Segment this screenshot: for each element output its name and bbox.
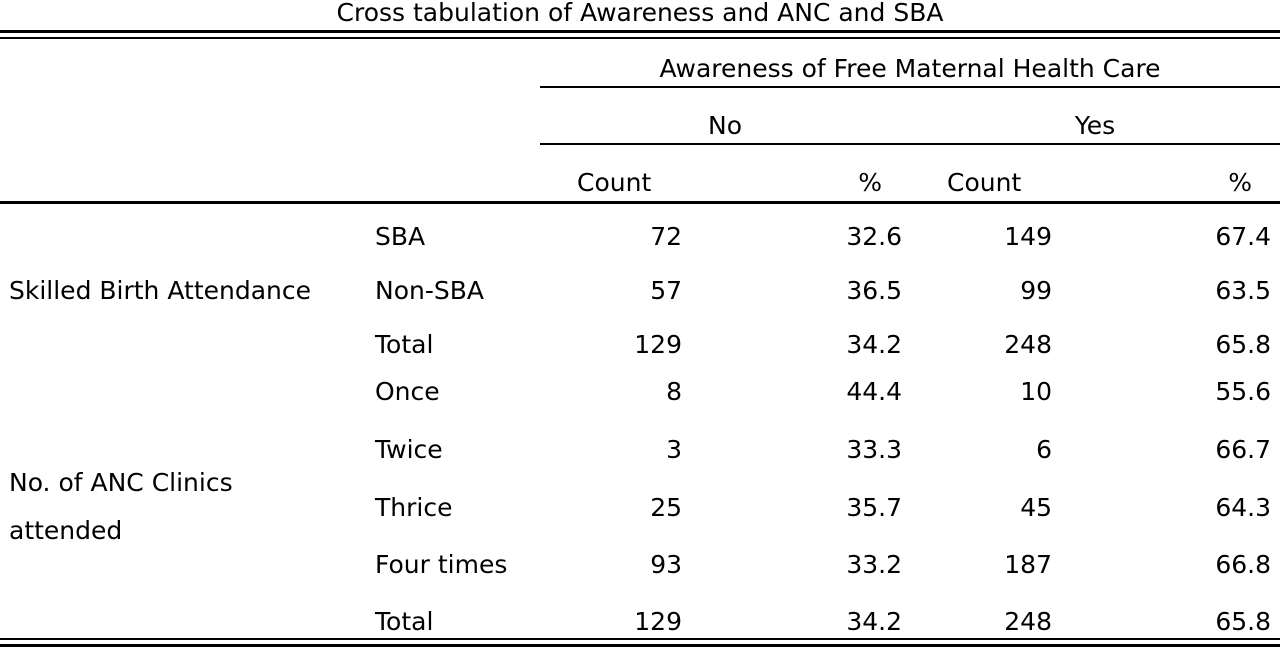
- cell-no-count: 3: [666, 435, 682, 464]
- cell-yes-count: 248: [1004, 607, 1052, 636]
- row-label: Total: [375, 330, 434, 359]
- cell-yes-count: 187: [1004, 550, 1052, 579]
- top-rule-thin: [0, 37, 1280, 39]
- bottom-rule-thick: [0, 644, 1280, 647]
- section-label-anc-line1: No. of ANC Clinics: [9, 468, 233, 497]
- col-header-no-count: Count: [577, 168, 652, 197]
- cell-yes-pct: 66.7: [1215, 435, 1271, 464]
- cell-no-count: 57: [650, 276, 682, 305]
- section-label-anc-line2: attended: [9, 516, 123, 545]
- row-label: Twice: [375, 435, 443, 464]
- cell-yes-count: 6: [1036, 435, 1052, 464]
- cell-yes-pct: 65.8: [1215, 607, 1271, 636]
- cell-no-pct: 36.5: [846, 276, 902, 305]
- cell-no-count: 129: [634, 330, 682, 359]
- cell-yes-pct: 64.3: [1215, 493, 1271, 522]
- col-header-no-pct: %: [858, 168, 882, 197]
- cell-no-pct: 44.4: [846, 377, 902, 406]
- group-header-yes: Yes: [1074, 111, 1116, 140]
- cell-yes-pct: 67.4: [1215, 222, 1271, 251]
- col-header-yes-count: Count: [947, 168, 1022, 197]
- row-label: Thrice: [375, 493, 453, 522]
- cell-yes-pct: 66.8: [1215, 550, 1271, 579]
- row-label: Non-SBA: [375, 276, 484, 305]
- header-bottom-rule: [0, 201, 1280, 204]
- cell-yes-pct: 65.8: [1215, 330, 1271, 359]
- cell-no-count: 129: [634, 607, 682, 636]
- col-header-yes-pct: %: [1228, 168, 1252, 197]
- cell-yes-pct: 55.6: [1215, 377, 1271, 406]
- group-header-rule: [540, 143, 1280, 145]
- cell-no-count: 8: [666, 377, 682, 406]
- cell-yes-count: 99: [1020, 276, 1052, 305]
- table-title: Cross tabulation of Awareness and ANC an…: [336, 0, 944, 27]
- cell-no-count: 25: [650, 493, 682, 522]
- cell-no-pct: 35.7: [846, 493, 902, 522]
- cell-no-pct: 32.6: [846, 222, 902, 251]
- bottom-rule-thin: [0, 638, 1280, 640]
- row-label: Four times: [375, 550, 508, 579]
- cell-yes-count: 45: [1020, 493, 1052, 522]
- cell-no-pct: 33.2: [846, 550, 902, 579]
- super-header: Awareness of Free Maternal Health Care: [659, 54, 1161, 83]
- super-header-rule: [540, 86, 1280, 88]
- group-header-no: No: [708, 111, 742, 140]
- cell-yes-pct: 63.5: [1215, 276, 1271, 305]
- section-label-sba: Skilled Birth Attendance: [9, 276, 312, 305]
- row-label: Once: [375, 377, 440, 406]
- cell-no-pct: 34.2: [846, 330, 902, 359]
- cell-yes-count: 10: [1020, 377, 1052, 406]
- cell-no-count: 93: [650, 550, 682, 579]
- cell-no-pct: 34.2: [846, 607, 902, 636]
- cell-yes-count: 149: [1004, 222, 1052, 251]
- cell-yes-count: 248: [1004, 330, 1052, 359]
- row-label: Total: [375, 607, 434, 636]
- top-rule-thick: [0, 30, 1280, 33]
- cell-no-pct: 33.3: [846, 435, 902, 464]
- cell-no-count: 72: [650, 222, 682, 251]
- row-label: SBA: [375, 222, 426, 251]
